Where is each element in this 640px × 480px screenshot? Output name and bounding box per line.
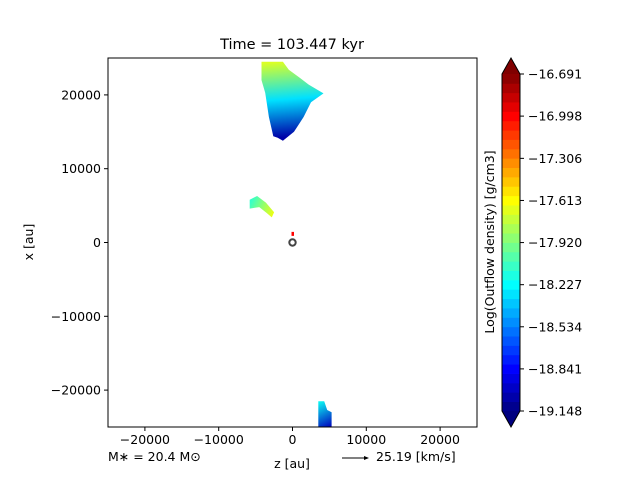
colorbar-tick-label: −18.841: [528, 361, 582, 376]
colorbar-band: [502, 401, 520, 412]
y-axis-ticks: 20000 10000 0 −10000 −20000: [51, 87, 108, 398]
colorbar-ticks: −16.691 −16.998 −17.306 −17.613 −17.920 −18.2…: [520, 67, 582, 419]
velocity-reference-arrowhead: [364, 456, 369, 460]
colorbar-band: [502, 223, 520, 234]
colorbar-band: [502, 92, 520, 103]
colorbar-band: [502, 111, 520, 122]
colorbar-band: [502, 83, 520, 94]
colorbar-band: [502, 298, 520, 309]
y-axis-label: x [au]: [21, 224, 36, 261]
colorbar-band: [502, 289, 520, 300]
colorbar-band: [502, 317, 520, 328]
colorbar-tick-label: −18.227: [528, 277, 582, 292]
colorbar-band: [502, 261, 520, 271]
x-axis-ticks: −20000 −10000 0 10000 20000: [120, 427, 460, 447]
velocity-reference: 25.19 [km/s]: [342, 449, 456, 464]
colorbar-band: [502, 354, 520, 365]
colorbar-band: [502, 102, 520, 112]
colorbar-band: [502, 158, 520, 169]
colorbar-tick-label: −17.613: [528, 193, 582, 208]
colorbar-band: [502, 120, 520, 131]
sink-feature-marker: [291, 231, 294, 236]
y-tick-label: 10000: [61, 161, 101, 176]
markers: [288, 231, 297, 247]
colorbar-band: [502, 251, 520, 262]
colorbar-band: [502, 308, 520, 318]
colorbar-label: Log(Outflow density) [g/cm3]: [482, 150, 497, 333]
velocity-reference-label: 25.19 [km/s]: [376, 449, 456, 464]
plot-area: [107, 57, 478, 428]
colorbar-band: [502, 74, 520, 84]
colorbar-band: [502, 392, 520, 403]
colorbar-band: [502, 130, 520, 140]
colorbar-band: [502, 167, 520, 178]
chart-title: Time = 103.447 kyr: [219, 37, 364, 53]
colorbar-band: [502, 336, 520, 346]
colorbar-band: [502, 242, 520, 253]
colorbar-band: [502, 139, 520, 150]
colorbar-band: [502, 205, 520, 215]
stellar-mass-annotation: M∗ = 20.4 M⊙: [108, 449, 201, 464]
x-tick-label: 0: [289, 432, 297, 447]
colorbar-band: [502, 214, 520, 225]
colorbar-band: [502, 270, 520, 281]
colorbar-band: [502, 148, 520, 159]
colorbar-band: [502, 345, 520, 356]
colorbar-band: [502, 364, 520, 374]
y-tick-label: 0: [93, 235, 101, 250]
density-regions: [249, 61, 332, 427]
colorbar-band: [502, 326, 520, 337]
sink-particle-marker: [288, 238, 297, 247]
x-axis-label: z [au]: [274, 456, 310, 471]
colorbar-tick-label: −17.920: [528, 235, 582, 250]
density-region-3: [318, 401, 332, 427]
colorbar-band: [502, 195, 520, 206]
colorbar-band: [502, 186, 520, 197]
colorbar-tick-label: −16.691: [528, 67, 582, 82]
y-tick-label: 20000: [61, 87, 101, 102]
y-tick-label: −10000: [51, 309, 101, 324]
colorbar-tick-label: −16.998: [528, 109, 582, 124]
colorbar: [501, 56, 521, 429]
colorbar-band: [502, 176, 520, 187]
x-tick-label: 10000: [346, 432, 386, 447]
x-tick-label: 20000: [420, 432, 460, 447]
colorbar-band: [502, 279, 520, 290]
colorbar-extend-top: [502, 58, 520, 74]
colorbar-tick-label: −19.148: [528, 404, 582, 419]
y-tick-label: −20000: [51, 383, 101, 398]
colorbar-tick-label: −17.306: [528, 151, 582, 166]
colorbar-band: [502, 373, 520, 384]
x-tick-label: −20000: [120, 432, 170, 447]
colorbar-band: [502, 382, 520, 393]
density-region-1: [261, 61, 324, 141]
x-tick-label: −10000: [194, 432, 244, 447]
colorbar-band: [502, 233, 520, 243]
density-region-2: [249, 196, 275, 218]
colorbar-extend-bottom: [502, 411, 520, 427]
colorbar-tick-label: −18.534: [528, 319, 582, 334]
